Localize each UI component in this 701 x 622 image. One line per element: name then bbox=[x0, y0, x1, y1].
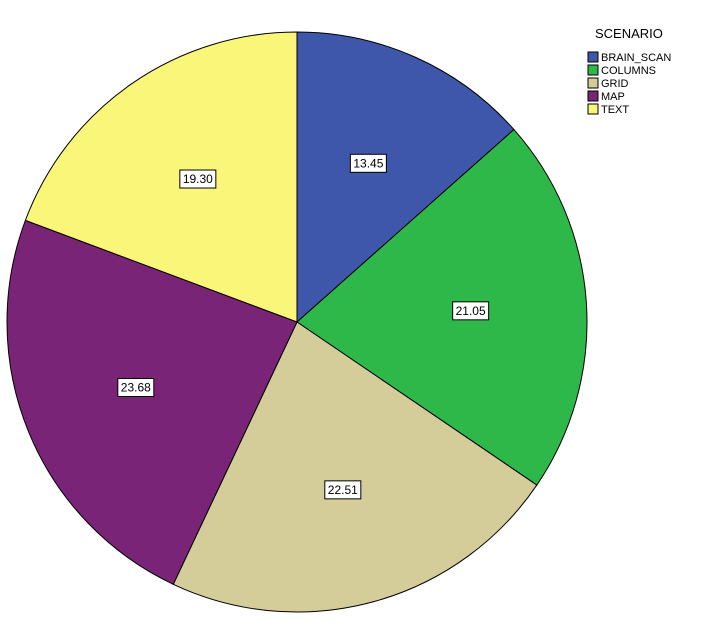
legend-swatch bbox=[587, 77, 599, 89]
data-label-text: 21.05 bbox=[456, 304, 486, 318]
data-label-box bbox=[324, 480, 362, 500]
legend-item-columns: COLUMNS bbox=[587, 64, 656, 77]
legend-swatch bbox=[587, 64, 599, 76]
data-label-brain-scan: 13.45 bbox=[349, 153, 387, 173]
legend-label: GRID bbox=[601, 78, 629, 90]
data-label-text: 19.30 bbox=[183, 172, 213, 186]
pie-slices bbox=[6, 31, 588, 613]
pie-data-labels: 13.45 21.05 22.51 23.68 19.30 bbox=[117, 153, 490, 500]
legend-label: TEXT bbox=[601, 104, 629, 116]
legend-swatch bbox=[587, 51, 599, 63]
data-label-text: 23.68 bbox=[121, 381, 151, 395]
pie-slice-map bbox=[6, 219, 298, 585]
pie-slice-columns bbox=[296, 128, 588, 486]
legend-item-map: MAP bbox=[587, 90, 625, 103]
legend-swatch bbox=[587, 90, 599, 102]
data-label-text: 13.45 bbox=[353, 156, 383, 170]
legend-label: MAP bbox=[601, 91, 625, 103]
data-label-text: 22.51 bbox=[328, 483, 358, 497]
legend-item-brain-scan: BRAIN_SCAN bbox=[587, 51, 671, 64]
legend-title: SCENARIO bbox=[595, 26, 663, 41]
legend-item-grid: GRID bbox=[587, 77, 629, 90]
data-label-text: 19.30 bbox=[179, 169, 217, 189]
data-label-grid: 22.51 bbox=[324, 480, 362, 500]
data-label-box bbox=[452, 301, 490, 321]
legend-item-text: TEXT bbox=[587, 103, 629, 116]
data-label-columns: 21.05 bbox=[452, 301, 490, 321]
legend-label: BRAIN_SCAN bbox=[601, 52, 671, 64]
data-label-map: 23.68 bbox=[117, 378, 155, 398]
legend-swatch bbox=[587, 103, 599, 115]
pie-slice-brain-scan bbox=[296, 31, 515, 324]
pie-slice-text bbox=[24, 31, 298, 323]
data-label-box bbox=[117, 378, 155, 398]
legend-label: COLUMNS bbox=[601, 65, 656, 77]
pie-slice-grid bbox=[172, 321, 538, 613]
data-label-box bbox=[349, 153, 387, 173]
data-label-box bbox=[179, 169, 217, 189]
